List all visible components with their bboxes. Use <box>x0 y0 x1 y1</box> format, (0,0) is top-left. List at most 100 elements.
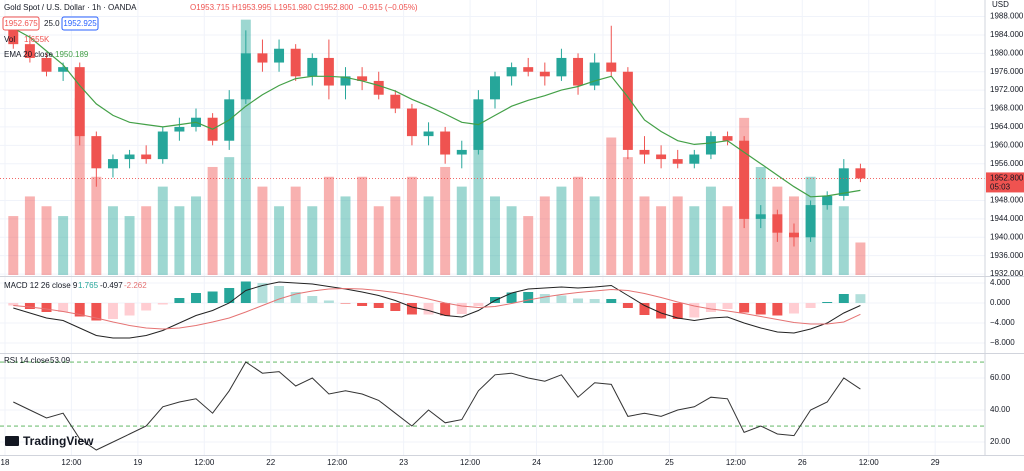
x-tick-label: 12:00 <box>460 458 481 467</box>
candle-body <box>406 108 417 137</box>
macd-histogram-bar <box>705 303 716 312</box>
macd-histogram-bar <box>755 303 766 315</box>
volume-bar <box>473 127 484 275</box>
volume-bar <box>539 196 550 275</box>
candle-body <box>390 94 401 109</box>
y-tick-label: 4.000 <box>990 278 1011 287</box>
macd-histogram-bar <box>141 303 152 311</box>
macd-histogram-bar <box>124 303 135 316</box>
volume-bar <box>174 206 185 275</box>
sell-button[interactable] <box>2 16 40 31</box>
candle-body <box>157 131 168 160</box>
candle-body <box>573 57 584 86</box>
y-tick-label: 40.00 <box>990 405 1011 414</box>
macd-histogram-bar <box>74 303 85 317</box>
sell-price: 1952.675 <box>4 19 38 28</box>
ema-legend: EMA 20 close <box>4 50 53 59</box>
candle-body <box>423 131 434 137</box>
x-tick-label: 26 <box>798 458 807 467</box>
candle-body <box>58 67 69 72</box>
volume-bar <box>440 166 451 275</box>
logo-icon <box>5 436 19 446</box>
macd-histogram-bar <box>91 303 102 321</box>
macd-histogram-bar <box>838 294 849 303</box>
candle-body <box>705 136 716 155</box>
macd-title: MACD 12 26 close 9 <box>4 281 78 290</box>
candle-body <box>805 205 816 238</box>
candle-body <box>822 195 833 206</box>
candle-body <box>24 44 35 58</box>
volume-bar <box>689 206 700 275</box>
candle-body <box>456 149 467 155</box>
y-tick-label: 1968.000 <box>990 104 1024 113</box>
candle-body <box>855 168 866 179</box>
candle-body <box>257 53 268 63</box>
candle-body <box>357 76 368 81</box>
candle-body <box>639 149 650 155</box>
volume-bar <box>191 196 201 275</box>
candle-body <box>141 154 152 160</box>
volume-bar <box>307 206 318 275</box>
candle-body <box>440 131 451 155</box>
macd-histogram-bar <box>639 303 650 315</box>
y-tick-label: −8.000 <box>990 338 1015 347</box>
macd-value: -0.497 <box>100 281 123 290</box>
macd-histogram-bar <box>24 303 35 309</box>
candle-body <box>739 140 750 219</box>
x-tick-label: 23 <box>399 458 408 467</box>
volume-bar <box>141 206 152 275</box>
volume-bar <box>124 216 135 275</box>
volume-legend-value: 1.655K <box>24 35 50 44</box>
macd-histogram-bar <box>788 303 799 314</box>
y-tick-label: 1976.000 <box>990 67 1024 76</box>
volume-bar <box>456 186 467 275</box>
header: Gold Spot / U.S. Dollar · 1h · OANDA O19… <box>2 0 1009 365</box>
candle-body <box>174 126 185 132</box>
candle-body <box>838 168 849 196</box>
x-tick-label: 29 <box>931 458 940 467</box>
y-tick-label: 1944.000 <box>990 214 1024 223</box>
x-tick-label: 24 <box>532 458 541 467</box>
volume-bar <box>24 196 35 275</box>
candle-body <box>307 57 318 77</box>
x-tick-label: 12:00 <box>593 458 614 467</box>
macd-line <box>13 287 861 330</box>
macd-histogram-bar <box>423 303 434 315</box>
volume-bar <box>556 186 567 275</box>
volume-bar <box>838 206 849 275</box>
macd-histogram-bar <box>240 281 251 303</box>
ohlc-close: C1952.800 <box>314 3 354 12</box>
y-tick-label: 1964.000 <box>990 122 1024 131</box>
candle-body <box>672 159 683 164</box>
y-tick-label: 1972.000 <box>990 85 1024 94</box>
macd-histogram-bar <box>523 292 534 303</box>
macd-histogram-bar <box>656 303 667 319</box>
candle-body <box>722 136 733 141</box>
x-tick-label: 12:00 <box>726 458 747 467</box>
macd-histogram-bar <box>107 303 118 319</box>
macd-histogram-bar <box>622 303 633 308</box>
macd-histogram-bar <box>606 299 617 303</box>
y-tick-label: 1956.000 <box>990 159 1024 168</box>
volume-bar <box>58 216 69 275</box>
macd-histogram-bar <box>772 303 783 316</box>
macd-histogram-bar <box>373 303 384 308</box>
logo: TradingView <box>5 434 94 448</box>
ema-legend-value: 1950.189 <box>55 50 89 59</box>
macd-histogram-bar <box>722 303 733 309</box>
last-price-label: 1952.800 <box>990 174 1024 183</box>
volume-bar <box>656 206 667 275</box>
volume-bar <box>672 196 683 275</box>
volume-bar <box>290 186 301 275</box>
candle-body <box>556 57 567 77</box>
volume-bar <box>622 157 633 275</box>
macd-histogram-bar <box>290 292 301 303</box>
macd-histogram-bar <box>689 303 700 318</box>
y-tick-label: 1936.000 <box>990 251 1024 260</box>
macd-hist-value: 1.765 <box>78 281 99 290</box>
rsi-value: 53.09 <box>50 356 71 365</box>
buy-button[interactable] <box>61 16 99 31</box>
volume-bar <box>406 176 417 275</box>
macd-histogram-bar <box>8 303 19 306</box>
macd-line <box>13 281 861 339</box>
